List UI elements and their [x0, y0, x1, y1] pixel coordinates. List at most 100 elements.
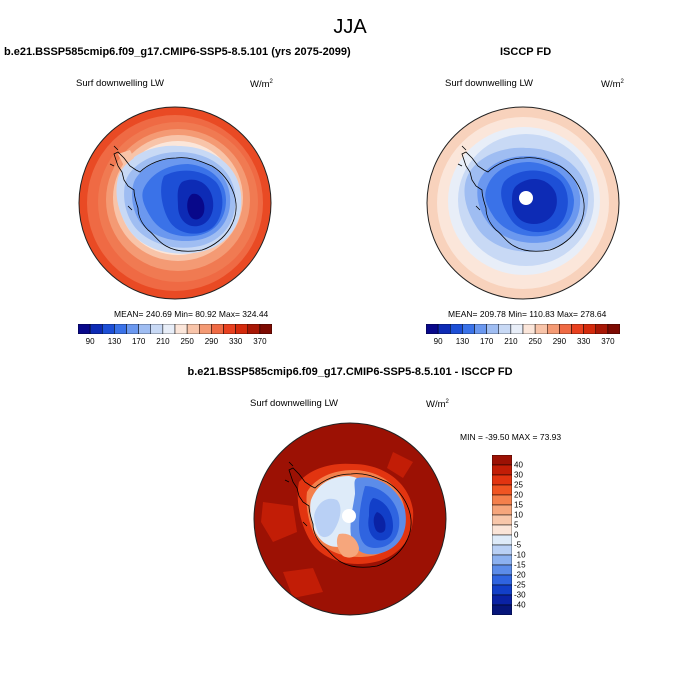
colorbar-swatch [492, 514, 512, 526]
left-polar-map [78, 106, 272, 300]
colorbar-swatch [492, 584, 512, 596]
colorbar-swatch [126, 324, 139, 334]
colorbar-tick-label: 10 [514, 510, 523, 520]
left-colorbar-labels: 90 130 170 210 250 290 330 370 [78, 337, 272, 349]
colorbar-tick-label: 30 [514, 470, 523, 480]
colorbar-swatch [186, 324, 200, 334]
colorbar-tick-label: -25 [514, 580, 526, 590]
colorbar-swatch [114, 324, 127, 334]
colorbar-swatch [199, 324, 212, 334]
colorbar-swatch [492, 484, 512, 496]
colorbar-swatch [426, 324, 439, 334]
diff-units-label: W/m2 [426, 399, 449, 411]
colorbar-swatch [462, 324, 475, 334]
colorbar-tick-label: 330 [228, 337, 243, 346]
diff-panel-title: b.e21.BSSP585cmip6.f09_g17.CMIP6-SSP5-8.… [187, 366, 513, 378]
right-colorbar-swatches [426, 324, 620, 334]
colorbar-tick-label: 170 [131, 337, 146, 346]
colorbar-swatch [522, 324, 536, 334]
left-colorbar: 90 130 170 210 250 290 330 370 [78, 324, 272, 349]
colorbar-tick-label: -15 [514, 560, 526, 570]
colorbar-swatch [492, 544, 512, 556]
colorbar-tick-label: -10 [514, 550, 526, 560]
colorbar-tick-label: 130 [455, 337, 470, 346]
colorbar-tick-label: -40 [514, 600, 526, 610]
colorbar-tick-label: 370 [253, 337, 267, 346]
colorbar-swatch [235, 324, 248, 334]
colorbar-swatch [492, 554, 512, 566]
colorbar-tick-label: 250 [180, 337, 194, 346]
colorbar-tick-label: -30 [514, 590, 526, 600]
colorbar-swatch [486, 324, 499, 334]
colorbar-tick-label: 90 [85, 337, 95, 346]
colorbar-tick-label: 130 [107, 337, 122, 346]
left-colorbar-swatches [78, 324, 272, 334]
colorbar-swatch [492, 534, 512, 546]
right-colorbar: 90 130 170 210 250 290 330 370 [426, 324, 620, 349]
right-panel-title: ISCCP FD [500, 46, 552, 58]
colorbar-swatch [162, 324, 176, 334]
colorbar-tick-label: 5 [514, 520, 519, 530]
colorbar-swatch [259, 324, 272, 334]
colorbar-swatch [607, 324, 620, 334]
colorbar-tick-label: 20 [514, 490, 523, 500]
left-variable-label: Surf downwelling LW [76, 78, 165, 89]
colorbar-swatch [492, 455, 512, 466]
colorbar-swatch [492, 594, 512, 606]
colorbar-swatch [150, 324, 164, 334]
season-title: JJA [333, 16, 367, 38]
colorbar-swatch [450, 324, 463, 334]
colorbar-tick-label: 250 [528, 337, 542, 346]
right-colorbar-labels: 90 130 170 210 250 290 330 370 [426, 337, 620, 349]
diff-stats: MIN = -39.50 MAX = 73.93 [460, 432, 562, 442]
colorbar-tick-label: 370 [601, 337, 615, 346]
colorbar-swatch [247, 324, 261, 334]
colorbar-tick-label: 0 [514, 530, 519, 540]
colorbar-tick-label: 15 [514, 500, 523, 510]
colorbar-tick-label: 290 [204, 337, 219, 346]
colorbar-tick-label: 40 [514, 460, 523, 470]
colorbar-tick-label: 330 [576, 337, 591, 346]
colorbar-tick-label: 25 [514, 480, 523, 490]
right-units-label: W/m2 [601, 79, 624, 91]
colorbar-swatch [492, 574, 512, 586]
colorbar-swatch [211, 324, 224, 334]
colorbar-swatch [571, 324, 584, 334]
left-panel-title: b.e21.BSSP585cmip6.f09_g17.CMIP6-SSP5-8.… [4, 46, 351, 58]
right-variable-label: Surf downwelling LW [445, 78, 534, 89]
colorbar-swatch [559, 324, 572, 334]
colorbar-swatch [138, 324, 151, 334]
colorbar-swatch [583, 324, 596, 334]
colorbar-swatch [492, 564, 512, 576]
colorbar-swatch [595, 324, 609, 334]
right-stats: MEAN= 209.78 Min= 110.83 Max= 278.64 [448, 309, 607, 319]
colorbar-swatch [492, 464, 512, 476]
diff-colorbar-swatches [492, 455, 512, 615]
right-polar-map [426, 106, 620, 300]
colorbar-swatch [174, 324, 188, 334]
left-stats: MEAN= 240.69 Min= 80.92 Max= 324.44 [114, 309, 269, 319]
left-units-label: W/m2 [250, 79, 273, 91]
diff-variable-label: Surf downwelling LW [250, 398, 339, 409]
colorbar-swatch [437, 324, 451, 334]
colorbar-swatch [492, 474, 512, 486]
diff-polar-map [253, 422, 447, 616]
colorbar-swatch [223, 324, 236, 334]
colorbar-swatch [510, 324, 524, 334]
colorbar-swatch [492, 604, 512, 615]
colorbar-swatch [102, 324, 115, 334]
colorbar-swatch [492, 504, 512, 516]
colorbar-swatch [547, 324, 560, 334]
diff-colorbar-labels: 40 30 25 20 15 10 5 0 -5 -10 -15 -20 -25 -30 -40 [514, 455, 544, 615]
colorbar-tick-label: 290 [552, 337, 567, 346]
colorbar-swatch [492, 494, 512, 506]
colorbar-swatch [474, 324, 487, 334]
colorbar-swatch [89, 324, 103, 334]
colorbar-tick-label: -20 [514, 570, 526, 580]
colorbar-swatch [498, 324, 512, 334]
colorbar-swatch [492, 524, 512, 536]
colorbar-swatch [534, 324, 548, 334]
colorbar-tick-label: -5 [514, 540, 522, 550]
colorbar-tick-label: 210 [156, 337, 170, 346]
colorbar-tick-label: 210 [504, 337, 518, 346]
